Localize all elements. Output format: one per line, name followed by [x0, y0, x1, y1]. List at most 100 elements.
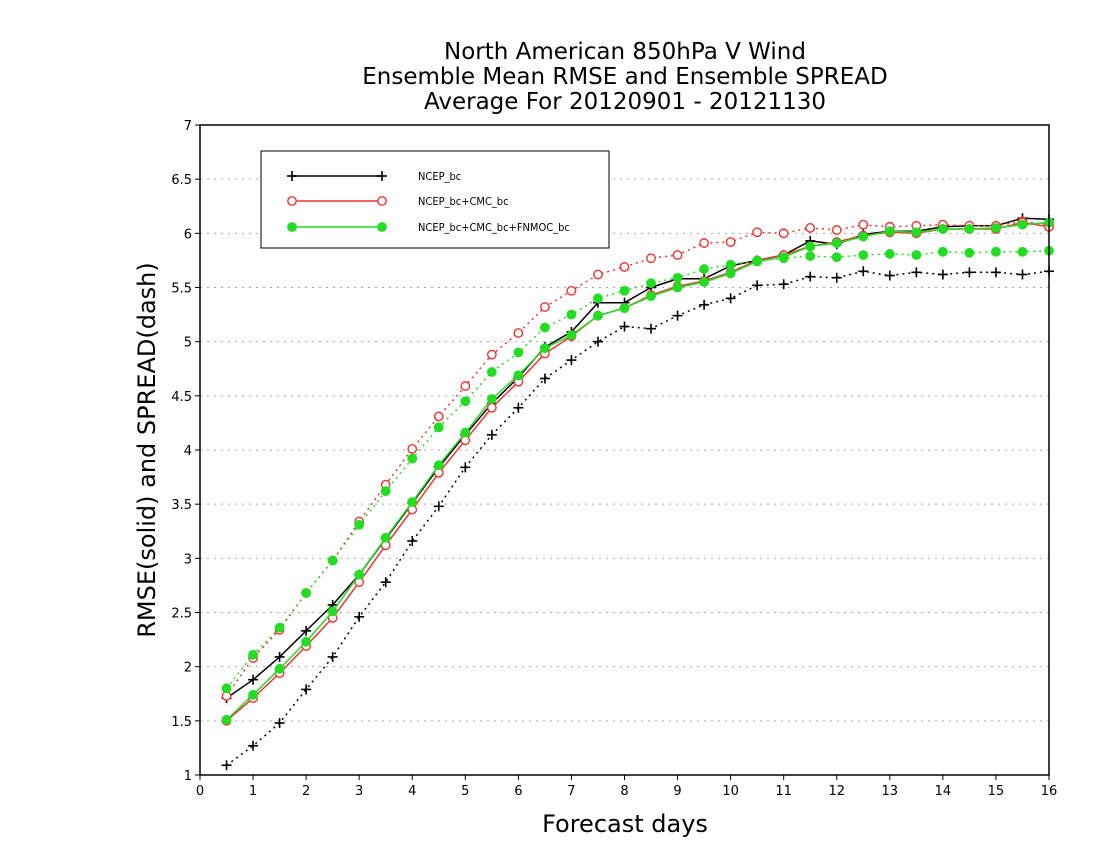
rmse-point [327, 606, 338, 617]
grid [200, 178, 1049, 722]
legend-marker [377, 222, 387, 232]
spread-point [593, 293, 603, 304]
y-tick-label: 5 [184, 336, 192, 351]
spread-point [752, 280, 763, 291]
x-tick-label: 16 [1041, 784, 1058, 799]
legend-marker [287, 222, 297, 232]
x-tick-label: 9 [673, 784, 681, 799]
spread-point [248, 649, 258, 660]
y-axis: 1 1.5 2 2.5 3 3.5 4 4.5 5 5.5 6 6.5 7 [171, 119, 200, 784]
spread-point [274, 622, 285, 633]
rmse-point [460, 427, 471, 438]
spread-line [225, 249, 1050, 689]
x-axis: 0 1 2 3 4 5 6 7 8 9 10 11 12 13 14 15 16 [196, 775, 1057, 799]
legend-marker [287, 171, 297, 181]
rmse-point [725, 268, 736, 279]
spread-point [884, 249, 895, 259]
rmse-point [274, 651, 285, 662]
rmse-point [301, 636, 312, 647]
spread-point [778, 228, 789, 239]
spread-point [672, 250, 683, 260]
series-NCEP_bc+CMC_bc+FNMOC_bc [221, 217, 1054, 725]
rmse-point [566, 330, 577, 341]
spread-point [301, 684, 312, 695]
rmse-point [248, 674, 259, 685]
spread-point [646, 253, 656, 264]
legend-marker [287, 196, 297, 206]
rmse-point [593, 310, 603, 321]
rmse-point [911, 227, 922, 238]
spread-point [619, 321, 630, 332]
spread-point [725, 293, 736, 304]
legend-entry: NCEP_bc+CMC_bc+FNMOC_bc [287, 221, 570, 234]
rmse-point [805, 241, 816, 252]
rmse-point [672, 282, 683, 293]
y-axis-label: RMSE(solid) and SPREAD(dash) [133, 262, 161, 638]
spread-point [513, 347, 524, 358]
chart-title: North American 850hPa V Wind Ensemble Me… [362, 39, 887, 115]
x-tick-label: 13 [882, 784, 899, 799]
spread-point [805, 251, 816, 261]
x-tick-label: 12 [828, 784, 845, 799]
y-tick-label: 4 [184, 444, 192, 459]
x-axis-label: Forecast days [542, 810, 708, 838]
spread-point [460, 462, 471, 473]
spread-point [327, 555, 338, 566]
rmse-point [354, 569, 365, 580]
spread-point [990, 267, 1001, 278]
spread-point [566, 355, 577, 366]
spread-point [433, 411, 444, 422]
spread-point [805, 271, 816, 282]
y-tick-label: 3.5 [171, 498, 192, 513]
legend-marker [377, 171, 387, 181]
spread-point [911, 250, 922, 260]
x-tick-label: 5 [461, 784, 469, 799]
spread-point [964, 267, 975, 278]
legend-marker [377, 196, 387, 206]
title-line-1: North American 850hPa V Wind [444, 39, 806, 65]
x-tick-label: 4 [408, 784, 416, 799]
x-tick-label: 11 [775, 784, 792, 799]
spread-point [433, 501, 444, 512]
spread-point [831, 252, 842, 263]
legend: NCEP_bc NCEP_bc+CMC_bc NCEP_bc+CMC_bc+FNMO… [260, 150, 610, 249]
spread-point [858, 250, 869, 260]
spread-point [699, 299, 710, 310]
spread-point [380, 486, 391, 497]
spread-point [460, 396, 471, 407]
spread-point [964, 247, 975, 258]
x-tick-label: 10 [722, 784, 739, 799]
spread-point [725, 259, 736, 270]
spread-point [407, 444, 418, 454]
spread-point [911, 267, 922, 278]
rmse-point [301, 625, 312, 636]
legend-box [260, 150, 610, 249]
rmse-point [937, 224, 948, 234]
spread-point [486, 367, 497, 377]
y-tick-label: 2 [184, 661, 192, 676]
spread-point [540, 322, 550, 333]
spread-point [831, 272, 842, 283]
spread-point [991, 246, 1001, 257]
spread-point [884, 270, 895, 281]
y-tick-label: 6 [184, 227, 192, 242]
rmse-point [884, 226, 895, 237]
spread-point [593, 269, 603, 280]
legend-label: NCEP_bc+CMC_bc [418, 195, 509, 208]
y-tick-label: 6.5 [171, 173, 192, 188]
spread-point [672, 272, 683, 283]
y-tick-label: 1.5 [171, 715, 192, 730]
spread-point [619, 285, 630, 296]
x-tick-label: 3 [355, 784, 363, 799]
rmse-point [513, 370, 524, 381]
spread-point [513, 328, 524, 338]
spread-point [221, 683, 232, 694]
spread-point [1017, 246, 1028, 257]
x-tick-label: 6 [514, 784, 522, 799]
spread-point [407, 453, 418, 464]
x-tick-label: 0 [196, 784, 204, 799]
spread-point [354, 611, 365, 622]
rmse-point [778, 252, 789, 263]
